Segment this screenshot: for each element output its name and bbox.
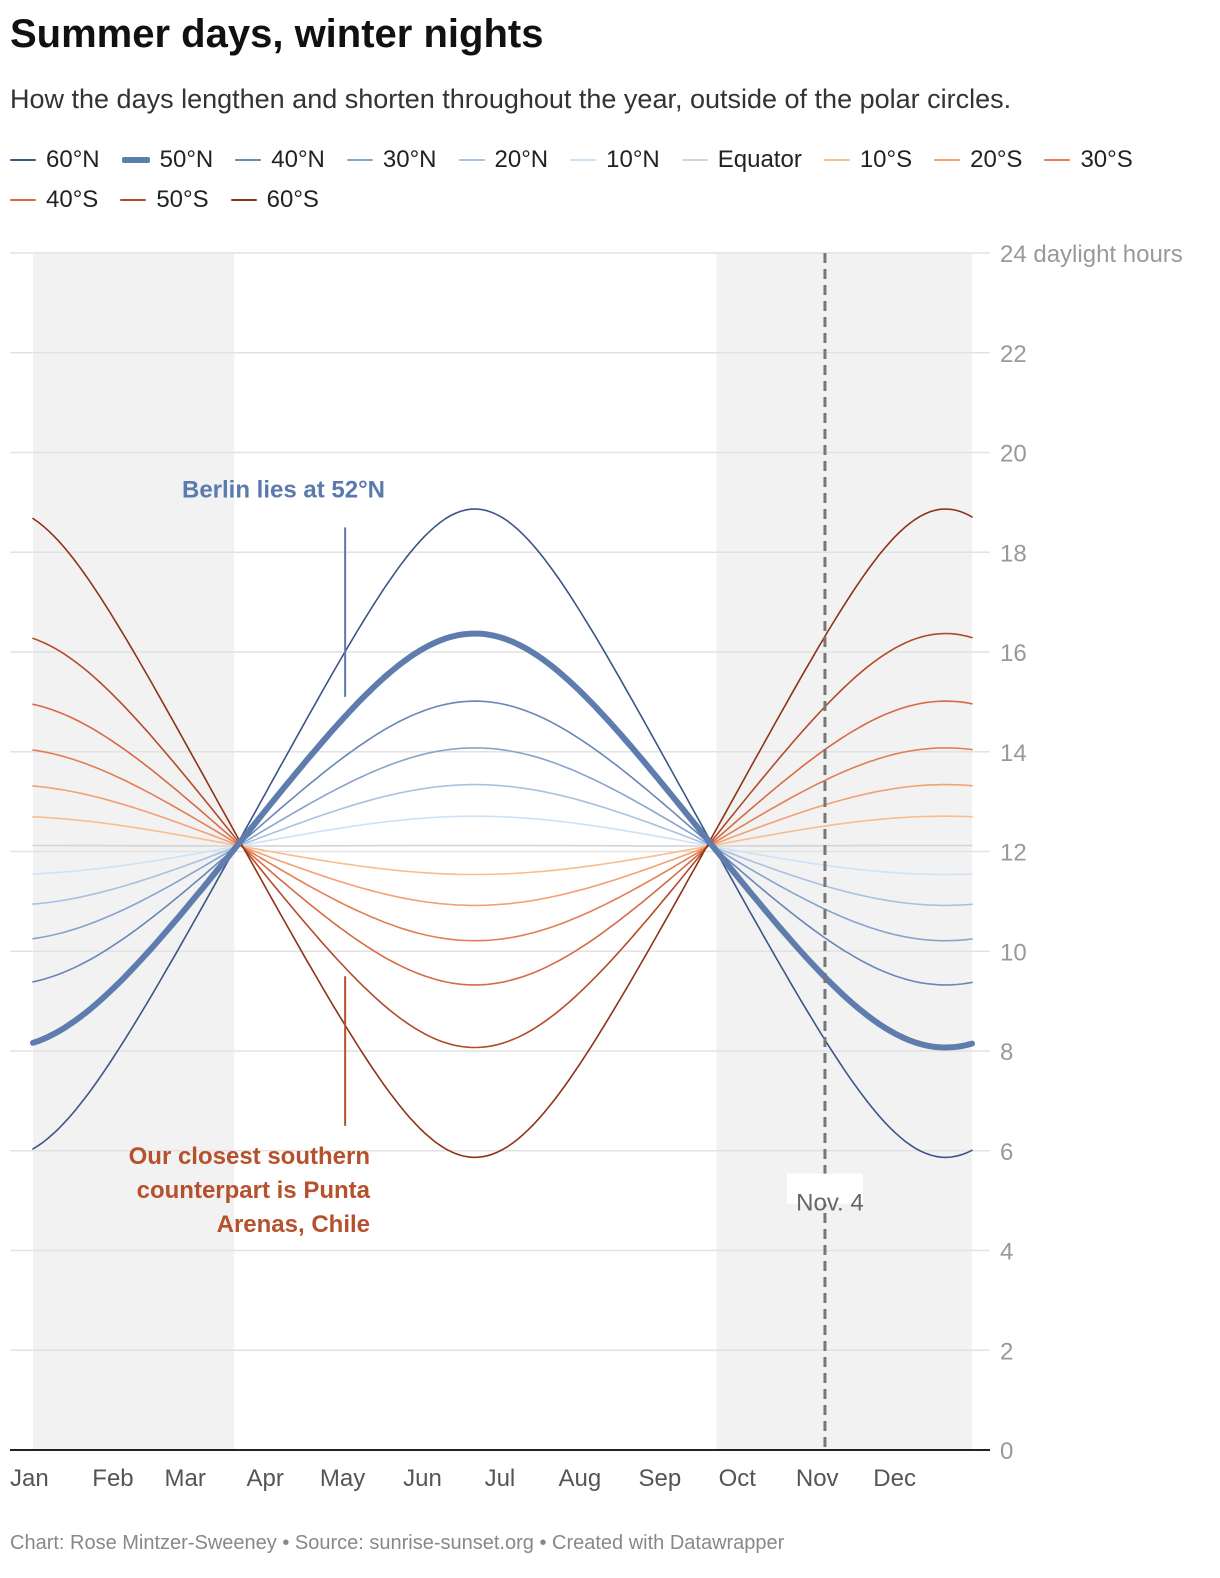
series-line-30n <box>32 747 973 942</box>
legend-item-10s[interactable]: 10°S <box>823 146 913 174</box>
annotation-south-text-line-2: counterpart is Punta <box>137 1177 371 1204</box>
series-line-10s <box>32 815 973 876</box>
legend-row-1: 60°N 50°N 40°N 30°N 20°N 10°N Equator 10… <box>10 140 1210 180</box>
annotation-north-text: Berlin lies at 52°N <box>182 476 385 503</box>
x-tick-label-aug: Aug <box>559 1465 602 1492</box>
x-tick-label-nov: Nov <box>796 1465 839 1492</box>
legend-label: 20°N <box>494 146 549 173</box>
legend-swatch <box>934 159 961 161</box>
legend-item-20n[interactable]: 20°N <box>458 146 549 174</box>
legend-label: 50°N <box>159 146 214 173</box>
series-line-20n <box>32 783 973 907</box>
x-tick-label-jan: Jan <box>10 1465 49 1492</box>
y-tick-label-6: 6 <box>1000 1139 1013 1166</box>
series-line-40s <box>32 700 973 986</box>
series-line-10n <box>32 815 973 876</box>
legend-row-2: 40°S 50°S 60°S <box>10 180 1210 220</box>
legend-item-40s[interactable]: 40°S <box>10 186 98 214</box>
series-line-60n <box>32 508 973 1159</box>
legend-label: 40°N <box>271 146 325 173</box>
legend-item-50n[interactable]: 50°N <box>121 146 214 174</box>
legend-label: 20°S <box>970 146 1023 173</box>
y-tick-label-16: 16 <box>1000 640 1027 667</box>
y-tick-label-10: 10 <box>1000 939 1027 966</box>
y-tick-label-22: 22 <box>1000 341 1027 368</box>
legend-item-30n[interactable]: 30°N <box>346 146 437 174</box>
x-tick-label-oct: Oct <box>719 1465 757 1492</box>
legend-swatch <box>346 159 373 161</box>
legend-item-30s[interactable]: 30°S <box>1044 146 1133 174</box>
y-tick-label-20: 20 <box>1000 441 1027 468</box>
y-tick-label-24: 24 daylight hours <box>1000 241 1183 268</box>
series-line-20s <box>32 783 973 907</box>
legend-label: 50°S <box>156 186 209 213</box>
y-tick-label-8: 8 <box>1000 1039 1013 1066</box>
legend-swatch <box>230 199 257 201</box>
legend-label: 40°S <box>46 186 99 213</box>
x-tick-label-mar: Mar <box>165 1465 206 1492</box>
chart-title: Summer days, winter nights <box>10 12 544 56</box>
legend-swatch <box>120 199 147 201</box>
legend-label: 60°S <box>266 186 319 213</box>
x-tick-label-dec: Dec <box>873 1465 916 1492</box>
legend-item-20s[interactable]: 20°S <box>934 146 1022 174</box>
series-line-30s <box>32 747 973 942</box>
legend-swatch <box>681 159 708 161</box>
legend-swatch <box>121 157 150 163</box>
chart-subtitle: How the days lengthen and shorten throug… <box>10 84 1012 114</box>
y-tick-label-14: 14 <box>1000 740 1027 767</box>
nov-marker-label: Nov. 4 <box>796 1190 864 1217</box>
legend-label: 60°N <box>46 146 100 173</box>
legend-label: 10°S <box>859 146 913 173</box>
series-line-40n <box>32 700 973 986</box>
annotation-south-text-line-1: Our closest southern <box>129 1143 370 1170</box>
x-tick-label-jul: Jul <box>485 1465 516 1492</box>
y-tick-label-12: 12 <box>1000 840 1027 867</box>
legend-label: 10°N <box>606 146 660 173</box>
series-line-60s <box>32 508 973 1159</box>
legend-item-10n[interactable]: 10°N <box>570 146 660 174</box>
legend-swatch <box>10 199 36 201</box>
daylight-line-chart: 0 2 4 6 8 10 12 14 16 18 20 22 24 daylight hours Nov.… <box>10 241 1183 1492</box>
legend-swatch <box>10 159 36 161</box>
series-line-equator <box>32 844 973 847</box>
legend: 60°N 50°N 40°N 30°N 20°N 10°N Equator 10… <box>10 140 1210 220</box>
series-line-50s <box>32 632 973 1049</box>
nov-marker-label-bg <box>786 1173 863 1204</box>
legend-item-60s[interactable]: 60°S <box>230 186 319 214</box>
legend-item-40n[interactable]: 40°N <box>235 146 325 174</box>
legend-swatch <box>823 159 850 161</box>
x-tick-label-apr: Apr <box>246 1465 283 1492</box>
x-tick-label-jun: Jun <box>403 1465 442 1492</box>
y-tick-label-4: 4 <box>1000 1239 1013 1266</box>
y-tick-label-18: 18 <box>1000 540 1027 567</box>
legend-label: 30°S <box>1080 146 1133 173</box>
x-tick-label-may: May <box>320 1465 365 1492</box>
y-tick-label-0: 0 <box>1000 1438 1013 1465</box>
legend-item-equator[interactable]: Equator <box>681 146 802 174</box>
chart-footer: Chart: Rose Mintzer-Sweeney • Source: su… <box>10 1532 785 1554</box>
annotation-south-text-line-3: Arenas, Chile <box>217 1211 370 1238</box>
x-tick-label-feb: Feb <box>92 1465 133 1492</box>
legend-swatch <box>235 159 262 161</box>
y-tick-label-2: 2 <box>1000 1338 1013 1365</box>
series-line-50n <box>30 630 975 1051</box>
legend-label: Equator <box>717 146 802 173</box>
x-tick-label-sep: Sep <box>639 1465 682 1492</box>
legend-label: 30°N <box>382 146 437 173</box>
legend-swatch <box>570 159 597 161</box>
legend-swatch <box>1044 159 1071 161</box>
legend-item-50s[interactable]: 50°S <box>120 186 209 214</box>
legend-item-60n[interactable]: 60°N <box>10 146 100 174</box>
legend-swatch <box>458 159 485 161</box>
